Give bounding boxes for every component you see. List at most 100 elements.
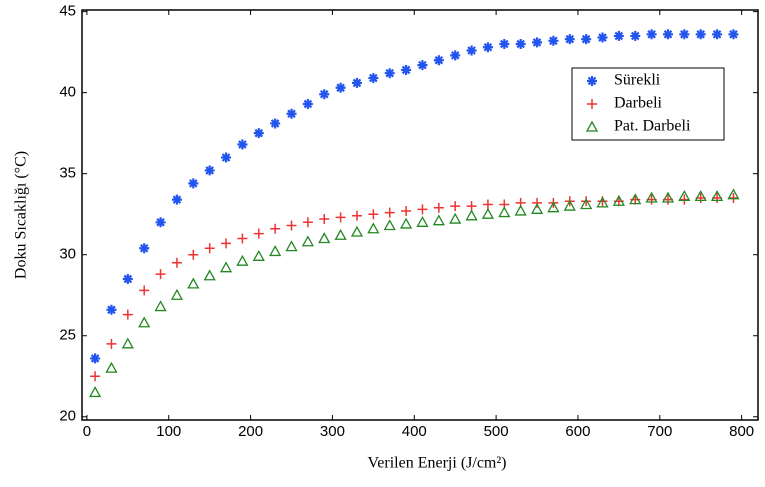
x-tick-label: 200 — [238, 423, 263, 440]
point — [530, 202, 544, 214]
legend-label: Sürekli — [614, 72, 661, 89]
point — [171, 194, 182, 205]
point — [204, 243, 215, 254]
point — [335, 82, 346, 93]
point — [450, 50, 461, 61]
point — [547, 201, 560, 213]
point — [351, 77, 362, 88]
point — [465, 209, 478, 221]
point — [645, 191, 658, 203]
x-axis-label: Verilen Enerji (J/cm²) — [368, 455, 507, 472]
point — [121, 337, 134, 349]
point — [286, 108, 297, 119]
point — [417, 204, 428, 215]
point — [695, 29, 706, 40]
point — [368, 73, 379, 84]
point — [171, 257, 182, 268]
point — [270, 223, 281, 234]
point — [319, 89, 330, 100]
point — [449, 212, 462, 224]
point — [335, 212, 346, 223]
point — [563, 199, 576, 211]
point — [368, 209, 379, 220]
legend-marker — [587, 99, 597, 109]
point — [712, 29, 723, 40]
point — [646, 29, 657, 40]
point — [679, 194, 690, 205]
point — [286, 220, 297, 231]
point — [679, 29, 690, 40]
point — [662, 29, 673, 40]
point — [188, 178, 199, 189]
point — [367, 222, 380, 234]
y-tick-label: 30 — [59, 246, 76, 263]
point — [350, 225, 364, 237]
point — [252, 249, 265, 261]
x-tick-label: 700 — [647, 423, 672, 440]
point — [187, 277, 200, 289]
point — [204, 165, 215, 176]
legend-box — [571, 67, 725, 141]
point — [499, 39, 510, 50]
point — [122, 309, 133, 320]
point — [532, 197, 543, 208]
point — [416, 215, 429, 227]
point — [90, 353, 101, 364]
point — [236, 254, 249, 266]
point — [285, 240, 298, 252]
point — [678, 190, 691, 202]
point — [728, 192, 739, 203]
point — [170, 288, 184, 300]
x-tick-label: 800 — [729, 423, 754, 440]
point — [728, 29, 739, 40]
x-tick-label: 0 — [83, 423, 91, 440]
point — [383, 219, 396, 231]
legend-label: Darbeli — [614, 95, 663, 112]
point — [237, 233, 248, 244]
point — [188, 249, 199, 260]
y-tick-label: 20 — [59, 408, 76, 425]
point — [219, 261, 233, 273]
point — [629, 193, 642, 205]
y-tick-label: 40 — [59, 84, 76, 101]
point — [237, 139, 248, 150]
point — [106, 338, 117, 349]
point — [318, 232, 331, 244]
legend-marker — [587, 76, 597, 86]
point — [399, 217, 413, 229]
legend-label: Pat. Darbeli — [614, 118, 691, 135]
point — [401, 205, 412, 216]
point — [155, 269, 166, 280]
point — [221, 238, 232, 249]
point — [105, 361, 118, 373]
point — [253, 128, 264, 139]
point — [581, 34, 592, 45]
point — [548, 35, 559, 46]
point — [482, 199, 493, 210]
point — [334, 228, 347, 240]
x-tick-label: 300 — [320, 423, 345, 440]
point — [417, 60, 428, 71]
y-tick-label: 25 — [59, 327, 76, 344]
legend-marker — [585, 120, 599, 132]
point — [481, 207, 495, 219]
point — [106, 304, 117, 315]
y-tick-label: 45 — [59, 3, 76, 20]
point — [450, 201, 461, 212]
point — [122, 274, 133, 285]
point — [301, 235, 314, 247]
point — [433, 202, 444, 213]
point — [564, 34, 575, 45]
point — [90, 371, 101, 382]
point — [532, 37, 543, 48]
point — [253, 228, 264, 239]
point — [596, 196, 609, 208]
point — [270, 118, 281, 129]
point — [401, 64, 412, 75]
point — [221, 152, 232, 163]
point — [138, 316, 151, 328]
point — [630, 30, 641, 41]
x-tick-label: 600 — [565, 423, 590, 440]
point — [154, 300, 167, 312]
